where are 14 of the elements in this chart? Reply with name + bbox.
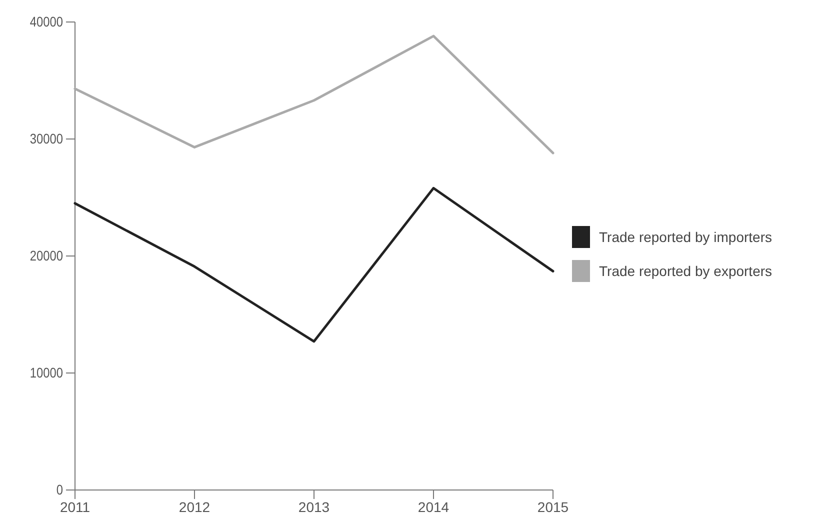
x-tick-label: 2015 — [537, 498, 569, 515]
legend-label: Trade reported by exporters — [599, 263, 772, 279]
y-tick-label: 10000 — [30, 364, 63, 381]
line-series — [74, 34, 554, 154]
y-tick-label: 30000 — [30, 130, 63, 147]
y-tick-label: 40000 — [30, 14, 63, 30]
x-tick-label: 2011 — [60, 498, 90, 515]
y-tick-label: 0 — [56, 482, 63, 498]
x-tick-label: 2014 — [418, 498, 450, 515]
x-tick-label: 2012 — [178, 498, 210, 515]
x-tick-label: 2013 — [298, 498, 330, 515]
y-tick-label: 20000 — [30, 248, 63, 264]
line-series — [74, 186, 554, 343]
legend-label: Trade reported by importers — [599, 229, 772, 245]
